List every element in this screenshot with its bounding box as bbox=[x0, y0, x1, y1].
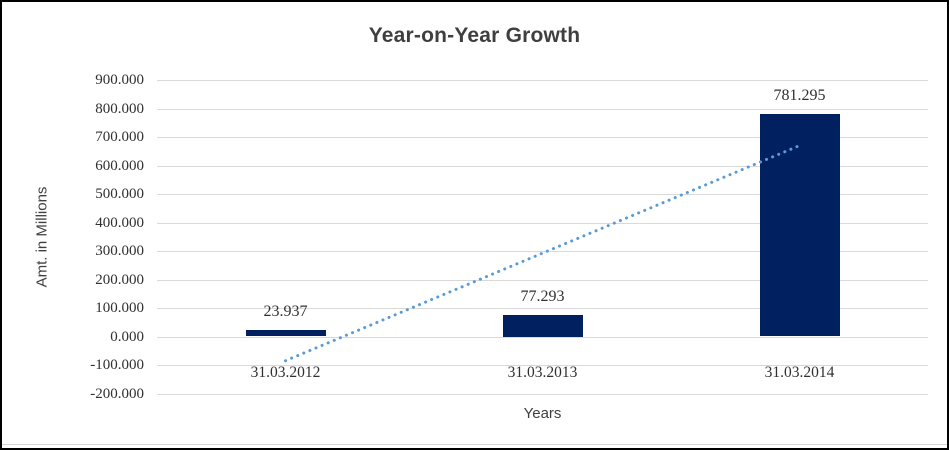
x-axis-category-label: 31.03.2013 bbox=[507, 364, 578, 381]
gridline bbox=[157, 336, 928, 338]
gridline bbox=[157, 365, 928, 366]
gridline bbox=[157, 108, 928, 110]
y-axis-tick-label: 600.000 bbox=[95, 157, 144, 174]
x-axis-category-label: 31.03.2012 bbox=[250, 364, 321, 381]
bottom-edge-rule bbox=[2, 444, 947, 445]
bar bbox=[502, 314, 583, 337]
gridline bbox=[157, 137, 928, 138]
x-axis-title: Years bbox=[523, 405, 562, 422]
bar-data-label: 23.937 bbox=[263, 302, 308, 320]
bar bbox=[245, 329, 326, 337]
x-axis-category-label: 31.03.2014 bbox=[764, 364, 835, 381]
gridline bbox=[157, 393, 928, 395]
y-axis-tick-label: 300.000 bbox=[95, 243, 144, 259]
y-axis-tick-label: 700.000 bbox=[95, 129, 144, 145]
chart-title: Year-on-Year Growth bbox=[368, 24, 581, 47]
gridline bbox=[157, 80, 928, 81]
y-axis-tick-label: 900.000 bbox=[95, 72, 144, 88]
bar-data-label: 77.293 bbox=[520, 287, 565, 305]
y-axis-tick-label: 800.000 bbox=[95, 100, 144, 117]
y-axis-tick-label: 0.000 bbox=[110, 328, 144, 345]
y-axis-tick-label: 200.000 bbox=[95, 271, 144, 288]
bar-data-label: 781.295 bbox=[773, 86, 826, 104]
y-axis-tick-label: 500.000 bbox=[95, 186, 144, 202]
bar bbox=[759, 113, 840, 337]
y-axis-tick-label: 100.000 bbox=[95, 300, 144, 316]
y-axis-tick-label: -200.000 bbox=[90, 385, 144, 402]
y-axis-tick-label: -100.000 bbox=[90, 357, 144, 373]
y-axis-tick-label: 400.000 bbox=[95, 214, 144, 231]
